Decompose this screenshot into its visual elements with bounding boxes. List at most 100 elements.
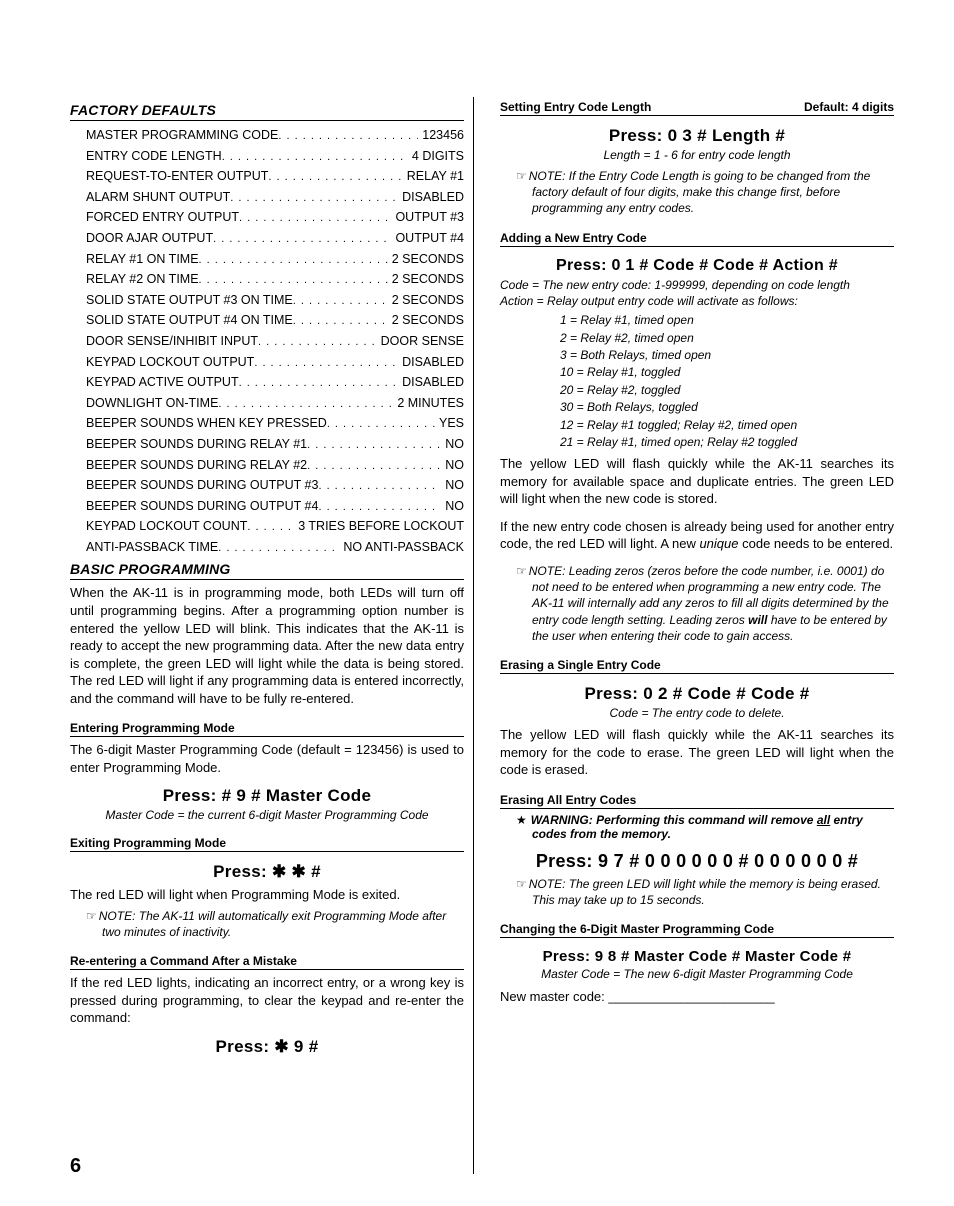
- default-label: BEEPER SOUNDS WHEN KEY PRESSED: [86, 413, 327, 434]
- leader-dots: [218, 393, 393, 414]
- default-label: KEYPAD ACTIVE OUTPUT: [86, 372, 239, 393]
- leader-dots: [222, 146, 408, 167]
- default-label: ALARM SHUNT OUTPUT: [86, 187, 230, 208]
- leader-dots: [218, 537, 339, 558]
- exit-note: ☞NOTE: The AK-11 will automatically exit…: [70, 908, 464, 940]
- action-item: 21 = Relay #1, timed open; Relay #2 togg…: [560, 434, 894, 451]
- default-label: SOLID STATE OUTPUT #4 ON TIME: [86, 310, 293, 331]
- erase-single-caption: Code = The entry code to delete.: [500, 706, 894, 720]
- default-row: KEYPAD LOCKOUT COUNT3 TRIES BEFORE LOCKO…: [86, 516, 464, 537]
- leader-dots: [239, 372, 399, 393]
- right-column: Setting Entry Code Length Default: 4 dig…: [500, 100, 894, 1059]
- default-row: REQUEST-TO-ENTER OUTPUTRELAY #1: [86, 166, 464, 187]
- change-master-heading: Changing the 6-Digit Master Programming …: [500, 922, 894, 938]
- action-item: 20 = Relay #2, toggled: [560, 382, 894, 399]
- erase-all-note: ☞NOTE: The green LED will light while th…: [500, 876, 894, 908]
- leader-dots: [293, 310, 388, 331]
- leader-dots: [199, 269, 388, 290]
- default-label: MASTER PROGRAMMING CODE: [86, 125, 278, 146]
- leader-dots: [213, 228, 391, 249]
- column-divider: [473, 97, 474, 1174]
- page-number: 6: [70, 1155, 81, 1178]
- default-row: BEEPER SOUNDS DURING RELAY #2NO: [86, 455, 464, 476]
- basic-intro-text: When the AK-11 is in programming mode, b…: [70, 584, 464, 707]
- default-row: DOOR SENSE/INHIBIT INPUTDOOR SENSE: [86, 331, 464, 352]
- default-row: BEEPER SOUNDS DURING OUTPUT #3NO: [86, 475, 464, 496]
- new-master-fillin: New master code: _______________________: [500, 989, 894, 1004]
- reenter-heading: Re-entering a Command After a Mistake: [70, 954, 464, 970]
- default-value: DISABLED: [398, 187, 464, 208]
- leader-dots: [307, 434, 441, 455]
- code-length-right: Default: 4 digits: [804, 100, 894, 114]
- default-row: FORCED ENTRY OUTPUT OUTPUT #3: [86, 207, 464, 228]
- leader-dots: [239, 207, 391, 228]
- leader-dots: [268, 166, 402, 187]
- default-label: DOOR SENSE/INHIBIT INPUT: [86, 331, 258, 352]
- press-add-code: Press: 0 1 # Code # Code # Action #: [500, 257, 894, 275]
- add-caption-1: Code = The new entry code: 1-999999, dep…: [500, 277, 894, 294]
- default-row: KEYPAD LOCKOUT OUTPUTDISABLED: [86, 352, 464, 373]
- default-label: ENTRY CODE LENGTH: [86, 146, 222, 167]
- action-item: 30 = Both Relays, toggled: [560, 399, 894, 416]
- erase-single-heading: Erasing a Single Entry Code: [500, 658, 894, 674]
- press-code-length: Press: 0 3 # Length #: [500, 126, 894, 146]
- default-value: OUTPUT #3: [391, 207, 464, 228]
- default-value: NO ANTI-PASSBACK: [339, 537, 464, 558]
- default-value: YES: [435, 413, 464, 434]
- document-page: FACTORY DEFAULTS MASTER PROGRAMMING CODE…: [0, 0, 954, 1206]
- default-value: 2 SECONDS: [388, 249, 464, 270]
- add-caption-2: Action = Relay output entry code will ac…: [500, 293, 894, 310]
- add-code-heading: Adding a New Entry Code: [500, 231, 894, 247]
- default-row: SOLID STATE OUTPUT #4 ON TIME2 SECONDS: [86, 310, 464, 331]
- default-label: SOLID STATE OUTPUT #3 ON TIME: [86, 290, 293, 311]
- default-row: ANTI-PASSBACK TIMENO ANTI-PASSBACK: [86, 537, 464, 558]
- default-value: 2 SECONDS: [388, 290, 464, 311]
- default-row: KEYPAD ACTIVE OUTPUTDISABLED: [86, 372, 464, 393]
- default-row: RELAY #1 ON TIME 2 SECONDS: [86, 249, 464, 270]
- default-label: BEEPER SOUNDS DURING RELAY #1: [86, 434, 307, 455]
- press-erase-single: Press: 0 2 # Code # Code #: [500, 684, 894, 704]
- default-value: 123456: [418, 125, 464, 146]
- action-item: 12 = Relay #1 toggled; Relay #2, timed o…: [560, 417, 894, 434]
- add-p2: If the new entry code chosen is already …: [500, 518, 894, 553]
- default-label: DOOR AJAR OUTPUT: [86, 228, 213, 249]
- reenter-text: If the red LED lights, indicating an inc…: [70, 974, 464, 1027]
- default-row: RELAY #2 ON TIME 2 SECONDS: [86, 269, 464, 290]
- leader-dots: [247, 516, 294, 537]
- default-label: RELAY #2 ON TIME: [86, 269, 199, 290]
- leader-dots: [278, 125, 418, 146]
- leader-dots: [199, 249, 388, 270]
- default-row: ALARM SHUNT OUTPUT DISABLED: [86, 187, 464, 208]
- default-row: BEEPER SOUNDS DURING OUTPUT #4NO: [86, 496, 464, 517]
- two-columns: FACTORY DEFAULTS MASTER PROGRAMMING CODE…: [70, 100, 894, 1059]
- default-row: ENTRY CODE LENGTH 4 DIGITS: [86, 146, 464, 167]
- note-icon: ☞: [516, 877, 529, 891]
- default-row: DOWNLIGHT ON-TIME2 MINUTES: [86, 393, 464, 414]
- basic-programming-heading: BASIC PROGRAMMING: [70, 561, 464, 580]
- default-value: NO: [441, 455, 464, 476]
- leader-dots: [254, 352, 398, 373]
- press-erase-all: Press: 9 7 # 0 0 0 0 0 0 # 0 0 0 0 0 0 #: [500, 851, 894, 872]
- default-label: BEEPER SOUNDS DURING OUTPUT #4: [86, 496, 318, 517]
- default-value: NO: [441, 475, 464, 496]
- default-value: RELAY #1: [403, 166, 464, 187]
- default-value: 2 SECONDS: [388, 269, 464, 290]
- leader-dots: [318, 496, 441, 517]
- star-icon: ★: [516, 813, 531, 827]
- leader-dots: [258, 331, 377, 352]
- exit-text: The red LED will light when Programming …: [70, 886, 464, 904]
- note-icon: ☞: [516, 169, 529, 183]
- default-row: MASTER PROGRAMMING CODE 123456: [86, 125, 464, 146]
- default-label: KEYPAD LOCKOUT OUTPUT: [86, 352, 254, 373]
- erase-all-heading: Erasing All Entry Codes: [500, 793, 894, 809]
- default-value: 4 DIGITS: [408, 146, 464, 167]
- action-item: 10 = Relay #1, toggled: [560, 364, 894, 381]
- length-note: ☞NOTE: If the Entry Code Length is going…: [500, 168, 894, 217]
- action-item: 1 = Relay #1, timed open: [560, 312, 894, 329]
- default-label: FORCED ENTRY OUTPUT: [86, 207, 239, 228]
- leader-dots: [230, 187, 398, 208]
- note-icon: ☞: [86, 909, 99, 923]
- change-master-caption: Master Code = The new 6-digit Master Pro…: [500, 967, 894, 981]
- default-value: NO: [441, 434, 464, 455]
- default-label: RELAY #1 ON TIME: [86, 249, 199, 270]
